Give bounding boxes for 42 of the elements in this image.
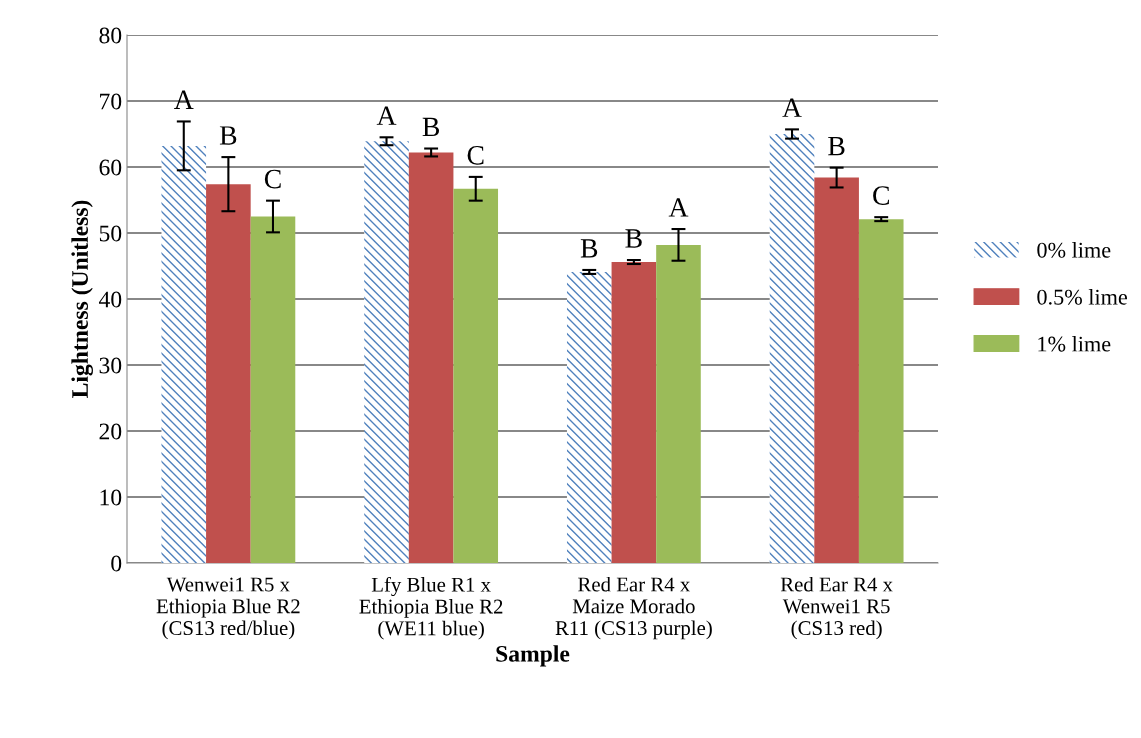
bar [566,271,612,563]
y-tick-label: 50 [99,225,122,242]
data-label: A [376,106,397,125]
y-tick-label: 30 [99,357,122,374]
bar [408,152,454,563]
data-label: B [219,126,237,145]
bar [453,188,499,563]
data-label: C [264,169,281,189]
x-tick-label: Wenwei1 R5 x Ethiopia Blue R2 (CS13 red/blue) [156,577,300,640]
data-label: A [668,198,689,217]
x-axis-title: Sample [496,645,570,667]
bar [656,244,701,563]
bar [161,145,207,563]
data-label: B [422,117,440,137]
x-tick-label: Red Ear R4 x Maize Morado R11 (CS13 purple) [555,576,712,640]
legend-label: 0% lime [1037,242,1111,258]
data-label: C [873,186,889,205]
y-tick-label: 70 [100,93,122,110]
y-tick-label: 60 [99,159,122,176]
bar [769,134,815,563]
y-tick-label: 0 [111,555,122,572]
data-label: B [625,229,642,248]
data-label: B [580,239,598,258]
x-tick-label: Lfy Blue R1 x Ethiopia Blue R2 (WE11 blue) [359,576,503,640]
y-tick-label: 20 [99,423,122,440]
bar [858,219,904,563]
data-label: C [467,145,484,165]
y-axis-title: Lightness (Unitless) [71,200,93,398]
y-tick-label: 40 [98,291,122,308]
data-label: B [828,136,845,156]
bar [814,177,859,563]
y-tick-label: 80 [99,27,122,44]
bar [206,184,251,563]
data-label: A [174,90,194,109]
x-tick-label: Red Ear R4 x Wenwei1 R5 (CS13 red) [780,576,893,640]
data-label: A [782,98,802,117]
bar [364,141,409,563]
legend-label: 0.5% lime [1037,288,1128,305]
bar [250,216,296,563]
bar [611,262,657,563]
legend-label: 1% lime [1038,335,1111,352]
y-tick-label: 10 [100,489,122,506]
